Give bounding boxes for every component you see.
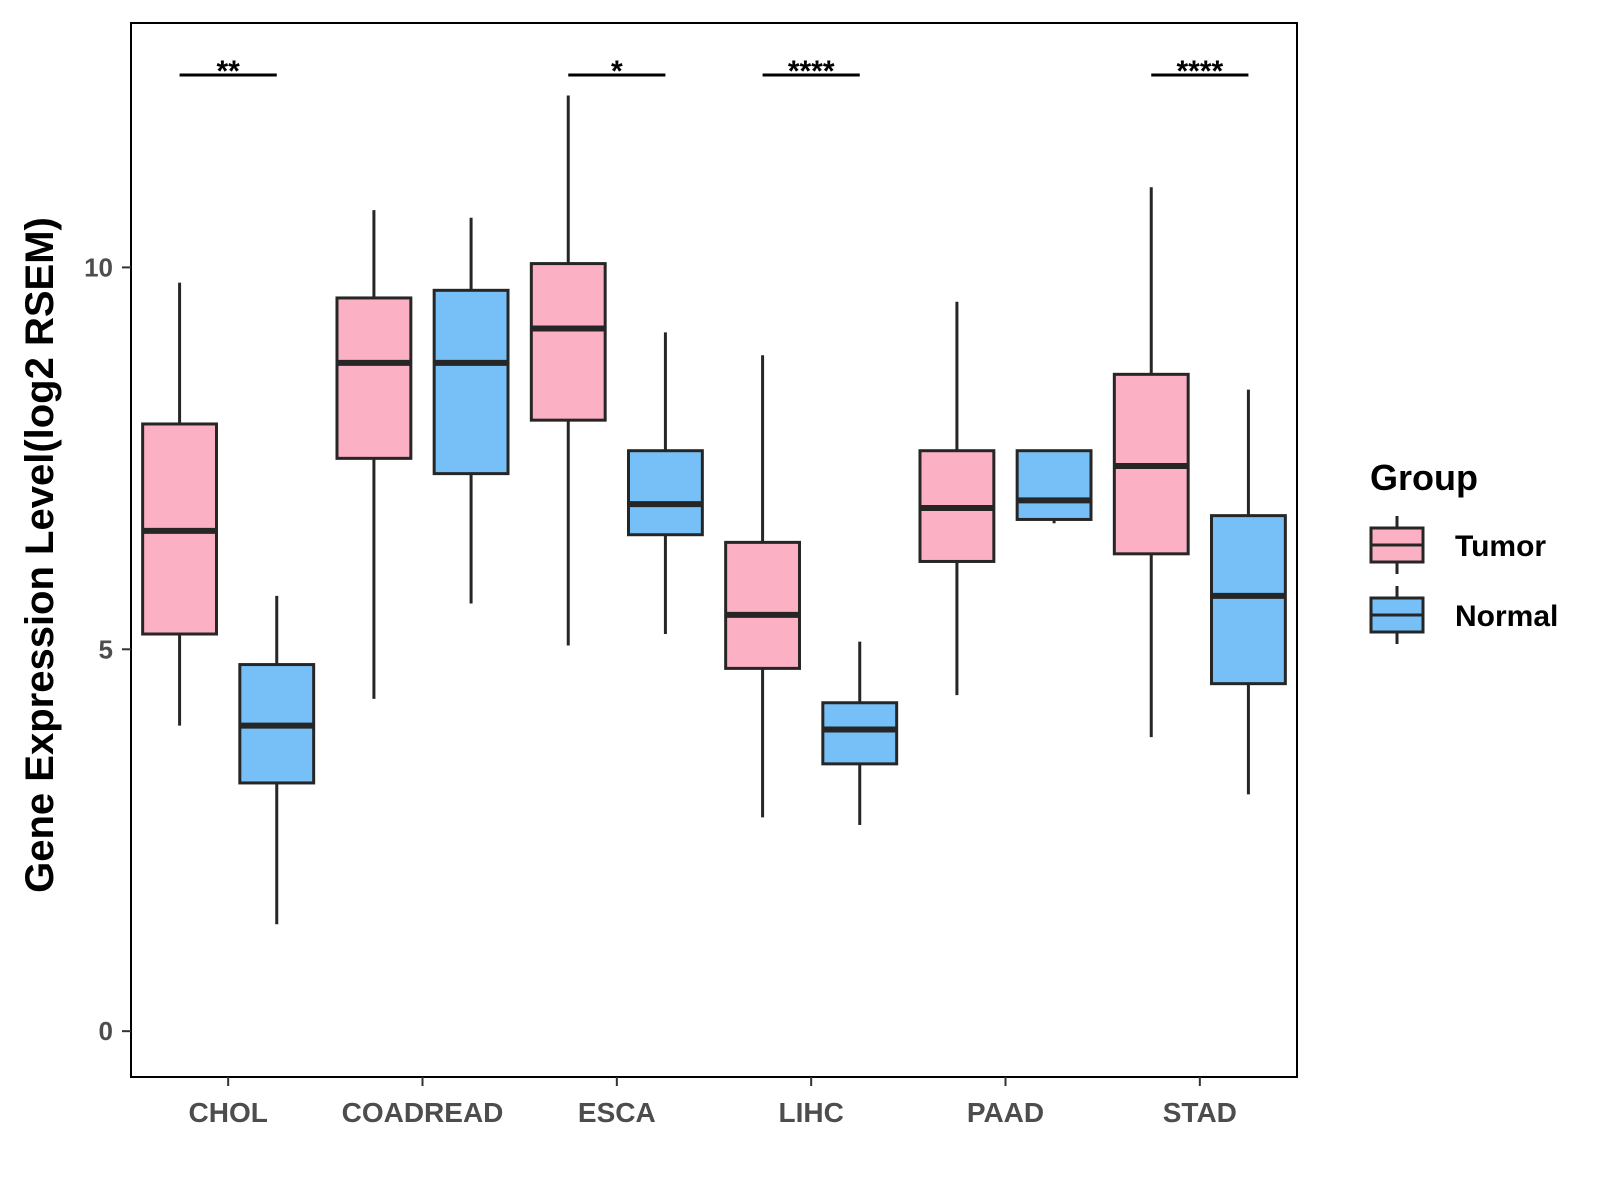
significance-lihc: ****: [762, 55, 860, 88]
x-tick-label-chol: CHOL: [189, 1097, 268, 1128]
significance-layer: ** * **** ****: [179, 55, 1249, 88]
box-iqr: [529, 262, 607, 422]
y-axis: 0 5 10: [84, 252, 131, 1046]
significance-label: *: [611, 55, 623, 88]
box-iqr: [1015, 449, 1093, 521]
box-tumor-chol: [141, 282, 219, 726]
box-tumor-esca: [529, 95, 607, 646]
box-tumor-stad: [1112, 187, 1190, 738]
plot-panel: [130, 22, 1298, 1078]
legend-label-tumor: Tumor: [1455, 530, 1546, 563]
box-tumor-coadread: [335, 210, 413, 699]
box-tumor-paad: [918, 301, 996, 696]
x-tick-label-esca: ESCA: [578, 1097, 656, 1128]
box-normal-chol: [238, 595, 316, 925]
box-normal-stad: [1209, 389, 1287, 795]
x-tick-label-stad: STAD: [1163, 1097, 1237, 1128]
box-iqr: [626, 449, 704, 537]
box-normal-esca: [626, 332, 704, 635]
x-tick-label-coadread: COADREAD: [342, 1097, 504, 1128]
significance-label: ****: [788, 55, 835, 88]
boxes-layer: [141, 95, 1287, 925]
box-iqr: [1209, 514, 1287, 686]
significance-stad: ****: [1151, 55, 1249, 88]
x-tick-label-lihc: LIHC: [779, 1097, 844, 1128]
plot-border: [130, 22, 1298, 1078]
significance-esca: *: [568, 55, 666, 88]
significance-label: ****: [1176, 55, 1223, 88]
legend: Group Tumor Normal: [1369, 457, 1558, 644]
legend-title: Group: [1370, 457, 1478, 498]
box-tumor-lihc: [724, 355, 802, 818]
box-iqr: [335, 296, 413, 460]
box-normal-coadread: [432, 217, 510, 604]
box-normal-lihc: [821, 641, 899, 825]
y-tick-label: 10: [84, 252, 113, 282]
y-axis-title: Gene Expression Level(log2 RSEM): [18, 217, 62, 893]
legend-label-normal: Normal: [1455, 600, 1558, 633]
box-iqr: [432, 288, 510, 476]
significance-chol: **: [179, 55, 277, 88]
legend-entry-tumor: Tumor: [1369, 516, 1546, 574]
significance-label: **: [216, 55, 240, 88]
x-tick-label-paad: PAAD: [967, 1097, 1044, 1128]
legend-entry-normal: Normal: [1369, 586, 1558, 644]
box-normal-paad: [1015, 449, 1093, 524]
box-iqr: [724, 540, 802, 670]
y-tick-label: 5: [99, 634, 113, 664]
box-iqr: [821, 701, 899, 766]
x-axis: CHOL COADREAD ESCA LIHC PAAD STAD: [189, 1077, 1237, 1128]
y-tick-label: 0: [99, 1016, 113, 1046]
